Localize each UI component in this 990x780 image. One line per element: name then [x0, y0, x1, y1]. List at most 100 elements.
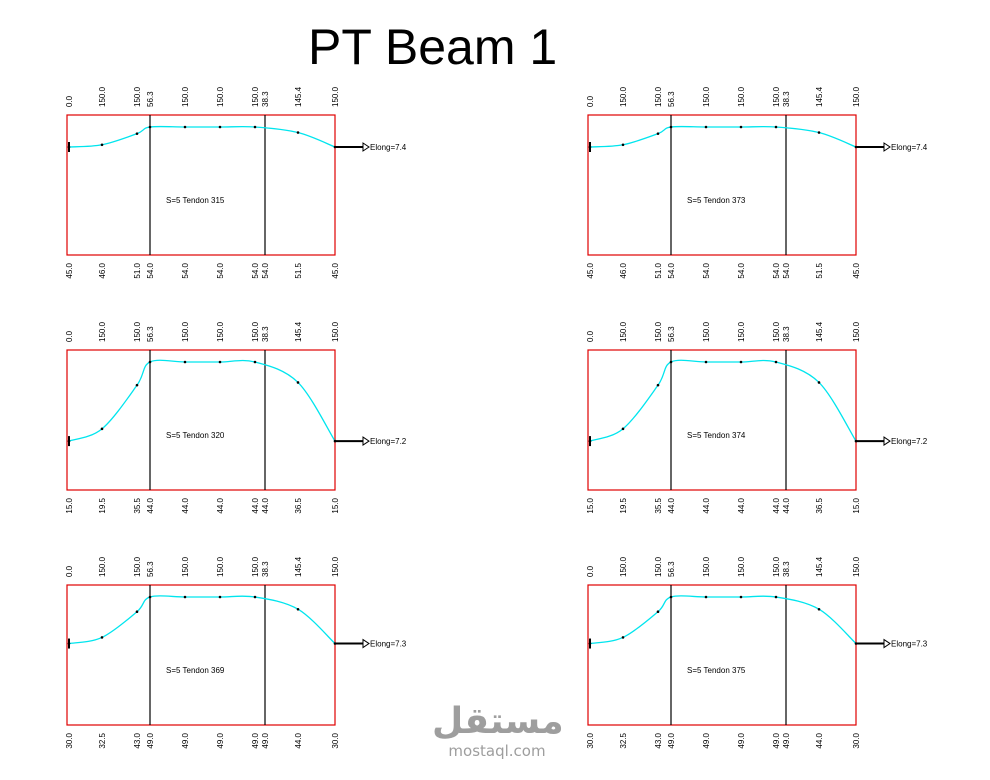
top-station-label: 38.3	[782, 561, 791, 577]
bottom-height-label: 35.5	[654, 497, 663, 513]
bottom-height-label: 43.0	[654, 732, 663, 748]
top-station-label: 145.4	[294, 321, 303, 342]
bottom-height-label: 54.0	[261, 262, 270, 278]
top-station-label: 56.3	[146, 561, 155, 577]
profile-point	[183, 595, 187, 599]
page-title: PT Beam 1	[308, 19, 558, 75]
stressing-arrow-icon	[883, 436, 891, 447]
profile-point	[656, 132, 660, 135]
tendon-label: S=5 Tendon 369	[166, 666, 225, 675]
top-station-label: 56.3	[146, 326, 155, 342]
bottom-height-label: 30.0	[852, 732, 861, 748]
tendon-profile-curve	[68, 595, 336, 645]
bottom-height-label: 51.5	[294, 262, 303, 278]
top-station-label: 150.0	[737, 86, 746, 107]
profile-point	[817, 381, 821, 384]
top-station-label: 150.0	[737, 556, 746, 577]
profile-point	[253, 360, 257, 364]
tendon-label: S=5 Tendon 373	[687, 196, 746, 205]
top-station-label: 0.0	[65, 330, 74, 342]
bottom-height-label: 30.0	[65, 732, 74, 748]
bottom-height-label: 45.0	[586, 262, 595, 278]
bottom-height-label: 19.5	[619, 497, 628, 513]
top-station-label: 150.0	[702, 86, 711, 107]
bottom-height-label: 49.0	[261, 732, 270, 748]
profile-point	[817, 131, 821, 134]
beam-frame	[587, 349, 857, 491]
top-station-label: 38.3	[261, 561, 270, 577]
bottom-height-label: 44.0	[702, 497, 711, 513]
elongation-label: Elong=7.2	[891, 437, 928, 446]
top-station-label: 150.0	[772, 556, 781, 577]
profile-point	[774, 595, 778, 599]
top-station-label: 150.0	[331, 86, 340, 107]
top-station-label: 150.0	[216, 556, 225, 577]
bottom-height-label: 15.0	[852, 497, 861, 513]
top-station-label: 38.3	[261, 91, 270, 107]
tendon-profile-curve	[589, 359, 857, 442]
bottom-height-label: 15.0	[331, 497, 340, 513]
profile-point	[148, 360, 152, 364]
profile-point	[774, 125, 778, 129]
bottom-height-label: 51.0	[654, 262, 663, 278]
bottom-height-label: 15.0	[586, 497, 595, 513]
top-station-label: 0.0	[65, 95, 74, 107]
bottom-height-label: 44.0	[815, 732, 824, 748]
stressing-arrow-icon	[362, 436, 370, 447]
bottom-height-label: 44.0	[251, 497, 260, 513]
bottom-height-label: 45.0	[852, 262, 861, 278]
bottom-height-label: 51.0	[133, 262, 142, 278]
bottom-height-label: 54.0	[702, 262, 711, 278]
profile-point	[183, 360, 187, 364]
mostaql-watermark: مستقل mostaql.com	[432, 700, 564, 770]
beam-frame	[66, 584, 336, 726]
top-station-label: 145.4	[815, 321, 824, 342]
top-station-label: 150.0	[251, 321, 260, 342]
profile-point	[817, 607, 821, 611]
bottom-height-label: 54.0	[782, 262, 791, 278]
top-station-label: 150.0	[216, 86, 225, 107]
profile-point	[704, 125, 708, 129]
elongation-label: Elong=7.2	[370, 437, 407, 446]
watermark-arabic-text: مستقل	[432, 701, 564, 742]
bottom-height-label: 44.0	[667, 497, 676, 513]
top-station-label: 56.3	[667, 326, 676, 342]
beam-frame	[66, 114, 336, 256]
tendon-profile-curve	[68, 359, 336, 442]
profile-point	[621, 636, 625, 639]
tendon-profile-curve	[68, 125, 336, 148]
bottom-height-label: 30.0	[586, 732, 595, 748]
top-station-label: 150.0	[737, 321, 746, 342]
bottom-height-label: 36.5	[815, 497, 824, 513]
bottom-height-label: 44.0	[294, 732, 303, 748]
profile-point	[253, 125, 257, 129]
profile-point	[135, 383, 139, 387]
top-station-label: 56.3	[667, 561, 676, 577]
elongation-label: Elong=7.3	[370, 640, 407, 649]
bottom-height-label: 44.0	[181, 497, 190, 513]
profile-point	[218, 360, 222, 364]
bottom-height-label: 46.0	[619, 262, 628, 278]
profile-point	[296, 131, 300, 134]
top-station-label: 150.0	[772, 321, 781, 342]
stressing-arrow-icon	[362, 638, 370, 649]
profile-point	[656, 383, 660, 387]
profile-point	[148, 595, 152, 599]
bottom-height-label: 32.5	[619, 732, 628, 748]
top-station-label: 150.0	[251, 86, 260, 107]
top-station-label: 150.0	[251, 556, 260, 577]
bottom-height-label: 54.0	[251, 262, 260, 278]
bottom-height-label: 54.0	[737, 262, 746, 278]
profile-point	[704, 595, 708, 599]
top-station-label: 150.0	[852, 86, 861, 107]
stressing-arrow-icon	[883, 142, 891, 152]
profile-point	[739, 595, 743, 599]
tendon-label: S=5 Tendon 320	[166, 431, 225, 440]
watermark-latin-text: mostaql.com	[448, 742, 546, 760]
profile-point	[621, 427, 625, 431]
top-station-label: 145.4	[294, 556, 303, 577]
bottom-height-label: 36.5	[294, 497, 303, 513]
elongation-label: Elong=7.4	[891, 143, 928, 152]
top-station-label: 150.0	[98, 556, 107, 577]
